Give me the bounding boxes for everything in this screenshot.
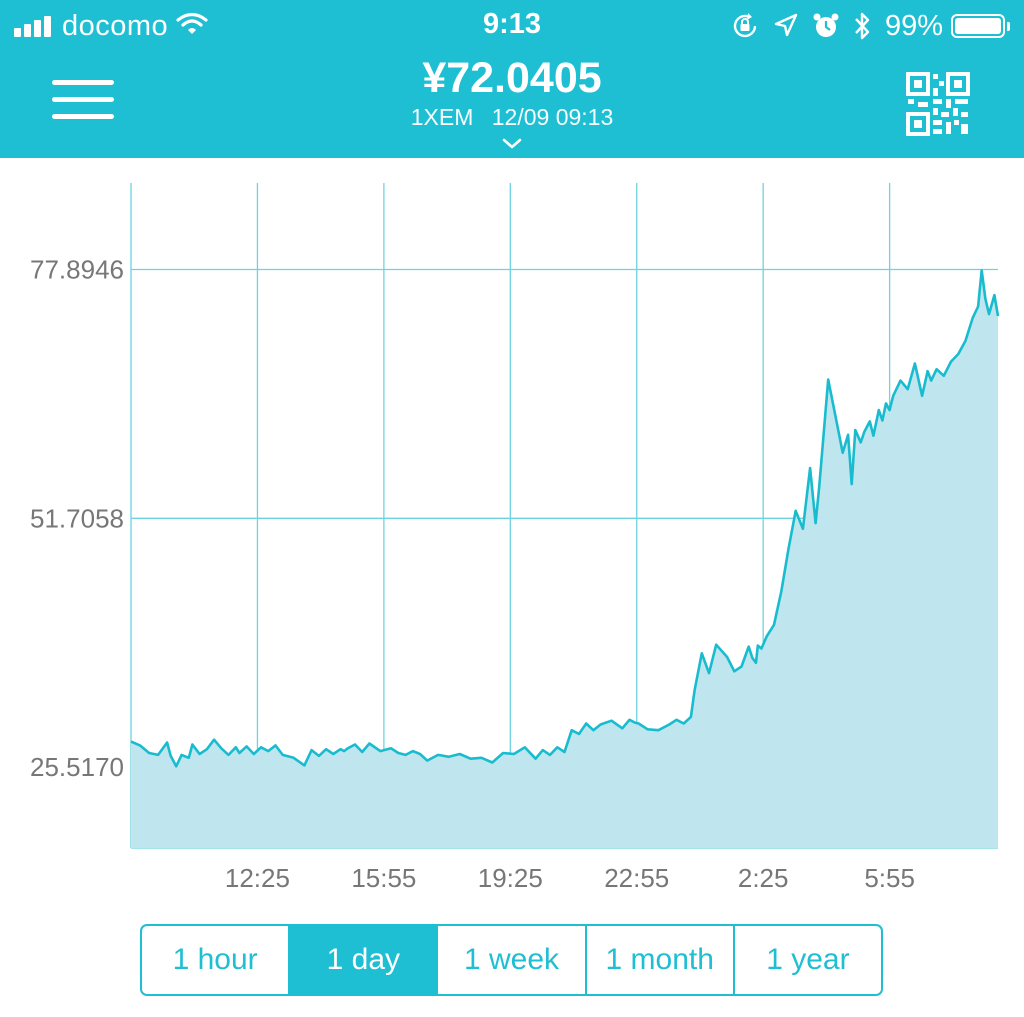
price-unit: 1XEM [410, 104, 474, 130]
time-range-selector: 1 hour 1 day 1 week 1 month 1 year [140, 924, 883, 996]
x-axis-ticks: 12:25 15:55 19:25 22:55 2:25 5:55 [225, 863, 915, 893]
bluetooth-icon [853, 11, 871, 41]
signal-icon [14, 15, 54, 37]
battery-icon [951, 14, 1010, 38]
carrier-name: docomo [62, 9, 169, 42]
wifi-icon [176, 12, 208, 41]
qr-code-icon[interactable] [906, 72, 970, 136]
alarm-icon [813, 12, 839, 40]
y-tick-label: 25.5170 [30, 752, 124, 782]
hamburger-menu-icon[interactable] [52, 80, 114, 124]
x-tick-label: 2:25 [738, 863, 789, 893]
x-tick-label: 5:55 [864, 863, 915, 893]
y-axis-ticks: 77.8946 51.7058 25.5170 [30, 255, 124, 783]
y-tick-label: 51.7058 [30, 503, 124, 533]
range-option-1-month[interactable]: 1 month [584, 926, 733, 994]
price-display: ¥72.0405 1XEM 12/09 09:13 [312, 54, 712, 131]
orientation-lock-icon [731, 12, 759, 40]
current-price: ¥72.0405 [422, 54, 602, 102]
x-tick-label: 22:55 [604, 863, 669, 893]
y-tick-label: 77.8946 [30, 255, 124, 285]
chevron-down-icon[interactable] [500, 136, 524, 152]
app-header: docomo 9:13 [0, 0, 1024, 158]
range-option-1-year[interactable]: 1 year [732, 926, 881, 994]
x-tick-label: 12:25 [225, 863, 290, 893]
x-tick-label: 19:25 [478, 863, 543, 893]
price-chart: 77.8946 51.7058 25.5170 12:25 15:55 19:25 22:… [30, 183, 1000, 893]
status-bar: docomo 9:13 [0, 0, 1024, 52]
status-bar-left: docomo [14, 8, 208, 44]
price-line [130, 269, 1000, 768]
battery-percent: 99% [884, 9, 943, 42]
range-option-1-hour[interactable]: 1 hour [172, 943, 258, 976]
range-option-1-week[interactable]: 1 week [436, 926, 584, 994]
status-time: 9:13 [482, 8, 542, 40]
location-icon [773, 13, 799, 39]
price-area-fill [131, 270, 998, 848]
range-option-1-day[interactable]: 1 day [288, 926, 437, 994]
price-subtitle: 1XEM 12/09 09:13 [312, 103, 712, 131]
status-bar-right: 99% [717, 8, 1010, 44]
x-tick-label: 15:55 [351, 863, 416, 893]
price-datetime: 12/09 09:13 [491, 104, 614, 130]
